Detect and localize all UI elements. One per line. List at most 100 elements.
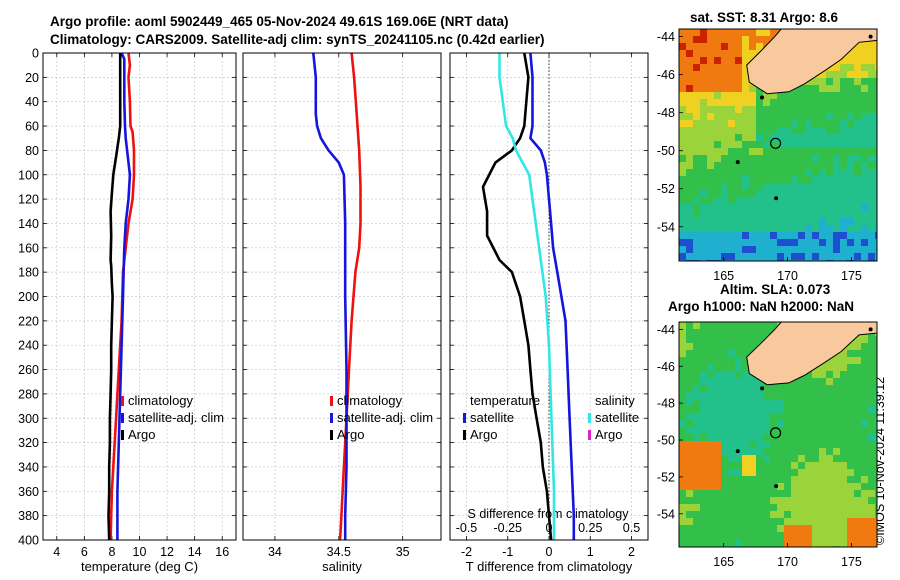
map-cell [700,211,707,218]
map-cell [707,476,714,483]
map-cell [805,490,812,497]
map-cell [679,406,686,413]
map-cell [833,469,840,476]
map-cell [707,469,714,476]
map-cell [812,176,819,183]
map-cell [693,406,700,413]
map-cell [875,378,877,385]
map-cell [777,462,784,469]
map-cell [784,392,791,399]
map-cell [728,155,735,162]
map-cell [784,462,791,469]
map-cell [805,525,812,532]
map-cell [861,78,868,85]
sal-legend-label: satellite-adj. clim [337,410,433,425]
map-cell [868,371,875,378]
map-cell [819,78,826,85]
map-cell [728,350,735,357]
map-cell [679,218,686,225]
map-cell [679,371,686,378]
map-cell [819,106,826,113]
map-cell [784,539,791,546]
map-cell [826,239,833,246]
map-cell [728,127,735,134]
map-cell [854,490,861,497]
map-cell [861,476,868,483]
map-cell [784,504,791,511]
map-cell [819,462,826,469]
map-cell [742,218,749,225]
map-cell [770,176,777,183]
map-cell [686,539,693,546]
map-cell [756,29,763,36]
map-cell [763,322,770,329]
map-cell [833,197,840,204]
map-cell [693,518,700,525]
map-cell [714,406,721,413]
map-cell [812,371,819,378]
map-cell [819,71,826,78]
map-cell [812,504,819,511]
map-cell [756,239,763,246]
axes-frame [242,52,442,541]
map-cell [861,225,868,232]
map-cell [749,190,756,197]
map-cell [749,113,756,120]
map-cell [819,169,826,176]
map-cell [805,371,812,378]
map-cell [777,511,784,518]
map-cell [812,197,819,204]
map-cell [826,497,833,504]
map-cell [861,64,868,71]
map-cell [679,518,686,525]
map-cell [812,85,819,92]
map-cell [875,211,877,218]
map-cell [749,469,756,476]
map-cell [735,350,742,357]
map-cell [714,455,721,462]
map-cell [707,92,714,99]
map-cell [861,99,868,106]
map-cell [763,490,770,497]
map-cell [791,99,798,106]
map-cell [812,106,819,113]
map-cell [679,197,686,204]
map-cell [854,511,861,518]
map-cell [749,448,756,455]
map-cell [861,127,868,134]
map-cell [819,385,826,392]
map-cell [728,378,735,385]
map-cell [784,141,791,148]
map-cell [819,399,826,406]
map-cell [805,183,812,190]
map-cell [756,204,763,211]
map-x-tick-label: 170 [777,269,798,283]
map-cell [812,78,819,85]
map-cell [784,434,791,441]
map-cell [798,120,805,127]
map-cell [854,78,861,85]
map-cell [707,162,714,169]
map-cell [700,483,707,490]
map-cell [868,399,875,406]
map-cell [749,483,756,490]
map-cell [707,246,714,253]
map-cell [728,420,735,427]
map-cell [742,385,749,392]
map-cell [742,350,749,357]
map-cell [798,525,805,532]
map-cell [749,406,756,413]
map-cell [721,197,728,204]
map-cell [833,99,840,106]
map-cell [861,413,868,420]
map-cell [735,539,742,546]
map-cell [686,427,693,434]
map-cell [763,148,770,155]
map-cell [798,490,805,497]
map-cell [770,218,777,225]
map-cell [861,43,868,50]
map-cell [742,420,749,427]
map-cell [833,497,840,504]
map-cell [784,183,791,190]
map-cell [693,357,700,364]
